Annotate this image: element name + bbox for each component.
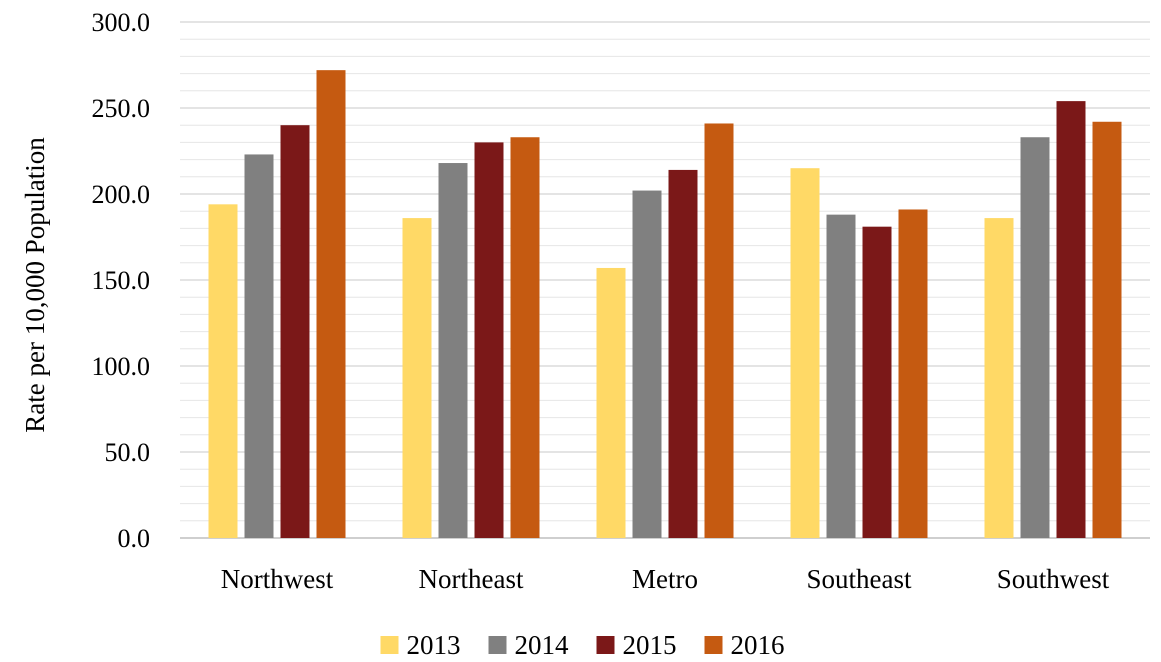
legend-swatch-2015	[596, 636, 615, 654]
x-category-label: Northwest	[221, 564, 334, 594]
bar-2015-southeast	[862, 226, 892, 538]
x-category-label: Southwest	[997, 564, 1110, 594]
bar-2013-northeast	[402, 218, 432, 538]
y-axis-title: Rate per 10,000 Population	[20, 137, 50, 433]
y-tick-label: 300.0	[92, 8, 151, 37]
bar-2014-southeast	[826, 214, 856, 538]
legend-label-2015: 2015	[623, 630, 677, 660]
legend-swatch-2014	[488, 636, 507, 654]
bar-2015-metro	[668, 169, 698, 539]
y-tick-label: 200.0	[92, 180, 151, 209]
legend-swatch-2016	[704, 636, 723, 654]
bar-2013-southeast	[790, 168, 820, 538]
bar-2016-southwest	[1092, 121, 1122, 538]
bar-2016-southeast	[898, 209, 928, 539]
bar-2013-southwest	[984, 218, 1014, 538]
legend-label-2016: 2016	[731, 630, 785, 660]
legend-label-2013: 2013	[407, 630, 461, 660]
bar-2016-northwest	[316, 70, 346, 538]
y-tick-label: 0.0	[118, 524, 151, 553]
y-tick-label: 250.0	[92, 94, 151, 123]
bar-2014-northwest	[244, 154, 274, 538]
bar-2014-metro	[632, 190, 662, 538]
bar-2013-metro	[596, 267, 626, 538]
y-tick-label: 100.0	[92, 352, 151, 381]
legend-label-2014: 2014	[515, 630, 570, 660]
bars	[208, 70, 1122, 539]
y-tick-label: 50.0	[105, 438, 151, 467]
bar-2014-northeast	[438, 163, 468, 539]
bar-2014-southwest	[1020, 137, 1050, 539]
x-category-label: Northeast	[419, 564, 524, 594]
y-axis-tick-labels: 0.0 50.0 100.0 150.0 200.0 250.0 300.0	[92, 8, 151, 553]
bar-2015-southwest	[1056, 101, 1086, 539]
x-category-label: Southeast	[807, 564, 912, 594]
legend: 2013 2014 2015 2016	[380, 630, 785, 660]
bar-2016-northeast	[510, 137, 540, 539]
x-axis-category-labels: Northwest Northeast Metro Southeast Southwes…	[221, 564, 1110, 594]
bar-2016-metro	[704, 123, 734, 538]
legend-swatch-2013	[380, 636, 399, 654]
y-tick-label: 150.0	[92, 266, 151, 295]
bar-2015-northwest	[280, 125, 310, 538]
bar-2013-northwest	[208, 204, 238, 538]
x-category-label: Metro	[632, 564, 698, 594]
bar-2015-northeast	[474, 142, 504, 538]
